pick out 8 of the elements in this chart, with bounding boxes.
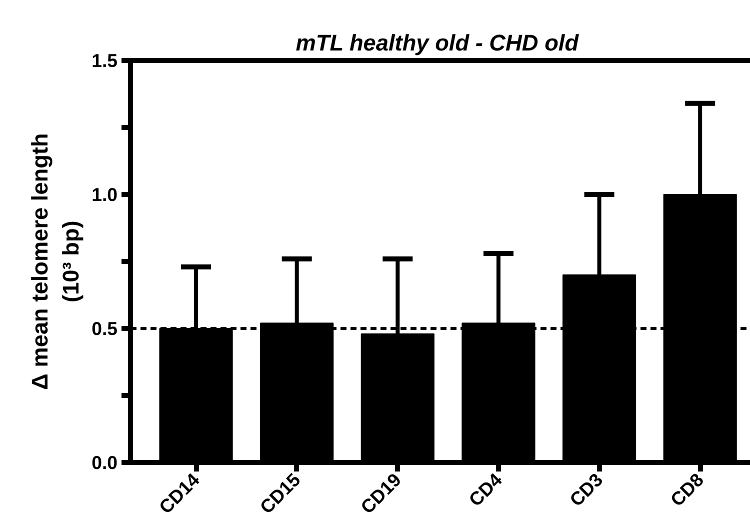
- y-tick-label: 0.5: [92, 318, 118, 339]
- x-tick-label: CD8: [666, 469, 708, 510]
- chart-title: mTL healthy old - CHD old: [296, 30, 580, 56]
- y-tick-label: 0.0: [92, 452, 118, 473]
- y-tick-label: 1.5: [92, 50, 118, 71]
- y-tick-label: 1.0: [92, 184, 118, 205]
- x-tick-label: CD3: [565, 469, 607, 510]
- y-axis-title: Δ mean telomere length (10³ bp): [26, 133, 84, 390]
